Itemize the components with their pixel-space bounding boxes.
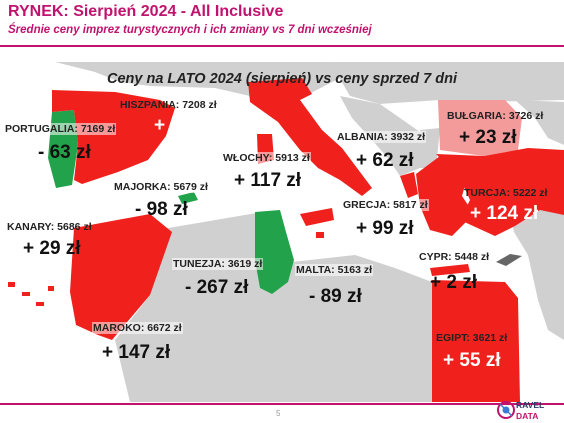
region-spain <box>52 90 175 184</box>
page-number: 5 <box>276 409 281 418</box>
land-black-sea-shore <box>515 100 564 145</box>
region-bulgaria <box>438 100 522 156</box>
change-spain: + 252 zł <box>154 115 223 136</box>
header-divider <box>0 45 564 47</box>
label-egypt: EGIPT: 3621 zł <box>436 332 508 344</box>
label-spain: HISZPANIA: 7208 zł <box>120 99 217 111</box>
logo-text-bottom: DATA <box>516 411 538 421</box>
land-middle-east <box>510 195 564 340</box>
change-portugal: - 63 zł <box>38 142 91 163</box>
region-mallorca <box>178 192 198 204</box>
change-egypt: + 55 zł <box>443 350 501 371</box>
label-albania: ALBANIA: 3932 zł <box>336 131 427 143</box>
change-tunisia: - 267 zł <box>185 277 249 298</box>
change-canary-islands: + 29 zł <box>23 238 81 259</box>
label-cyprus: CYPR: 5448 zł <box>418 251 491 263</box>
change-malta: - 89 zł <box>309 286 362 307</box>
label-turkey: TURCJA: 5222 zł <box>464 187 548 199</box>
change-greece: + 99 zł <box>356 218 414 239</box>
slide-title: RYNEK: Sierpień 2024 - All Inclusive <box>8 3 284 20</box>
region-malta <box>316 232 324 238</box>
change-bulgaria: + 23 zł <box>459 127 517 148</box>
region-sicily <box>300 208 334 226</box>
label-mallorca: MAJORKA: 5679 zł <box>113 181 209 193</box>
travel-data-logo: RAVEL DATA <box>497 400 544 421</box>
region-italy <box>248 78 372 196</box>
logo-text-top: RAVEL <box>516 400 544 410</box>
change-italy: + 117 zł <box>234 170 302 191</box>
label-canary-islands: KANARY: 5686 zł <box>7 221 92 233</box>
label-tunisia: TUNEZJA: 3619 zł <box>172 258 264 270</box>
change-albania: + 62 zł <box>356 150 414 171</box>
footer-divider <box>0 403 564 405</box>
change-cyprus: + 2 zł <box>430 272 477 293</box>
slide-subtitle: Średnie ceny imprez turystycznych i ich … <box>8 24 372 36</box>
region-cyprus <box>496 254 522 266</box>
change-turkey: + 124 zł <box>470 203 539 224</box>
region-tunisia <box>255 210 294 294</box>
region-egypt <box>432 280 520 402</box>
region-albania <box>400 172 418 198</box>
label-morocco: MAROKO: 6672 zł <box>92 322 183 334</box>
label-portugal: PORTUGALIA: 7169 zł <box>4 123 117 135</box>
label-malta: MALTA: 5163 zł <box>295 264 374 276</box>
label-italy: WŁOCHY: 5913 zł <box>222 152 311 164</box>
change-mallorca: - 98 zł <box>135 199 188 220</box>
region-morocco <box>70 214 172 340</box>
region-canary-islands <box>8 282 54 306</box>
map-title: Ceny na LATO 2024 (sierpień) vs ceny spr… <box>106 71 457 87</box>
label-greece: GRECJA: 5817 zł <box>342 199 429 211</box>
change-morocco: + 147 zł <box>102 342 171 363</box>
label-bulgaria: BUŁGARIA: 3726 zł <box>447 110 544 122</box>
region-turkey <box>436 148 564 236</box>
region-crete <box>430 264 470 276</box>
land-balkans-north <box>330 62 564 104</box>
